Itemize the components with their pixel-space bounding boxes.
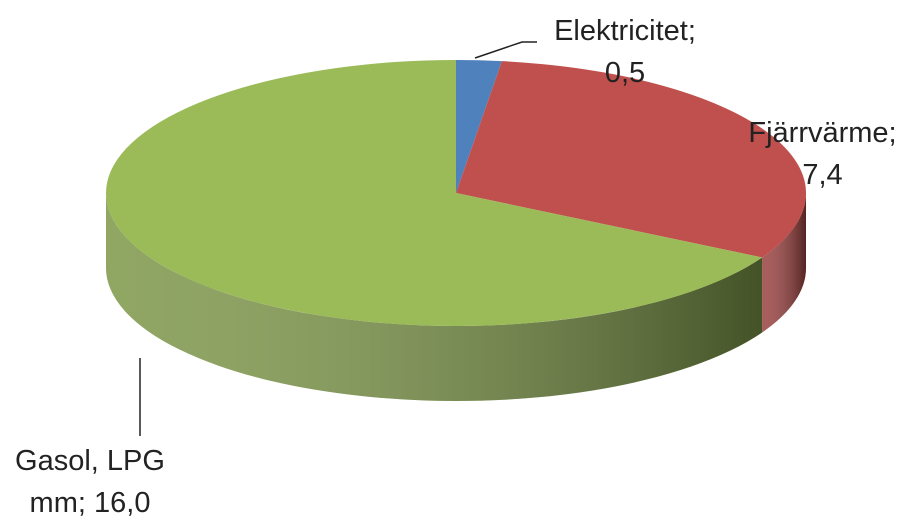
- separator: ;: [687, 15, 696, 47]
- separator: ;: [77, 487, 86, 519]
- pie-side-shade: [106, 193, 763, 402]
- category: Fjärrvärme: [748, 117, 889, 149]
- value-label: 0,5: [604, 57, 646, 89]
- separator: ;: [888, 117, 897, 149]
- pie-slice: [105, 60, 763, 326]
- data-label: Fjärrvärme; 7,4: [735, 112, 910, 196]
- data-label: Elektricitet; 0,5: [535, 10, 715, 94]
- pie-side-shade: [762, 193, 806, 333]
- leader-line: [474, 41, 537, 59]
- data-label: Gasol, LPG mm; 16,0: [5, 440, 175, 524]
- value-label: 16,0: [94, 487, 151, 519]
- pie-slice: [456, 61, 806, 258]
- pie-slice: [456, 60, 502, 193]
- category: Elektricitet: [554, 15, 688, 47]
- category: Gasol, LPG mm: [15, 445, 165, 519]
- value-label: 7,4: [802, 159, 843, 191]
